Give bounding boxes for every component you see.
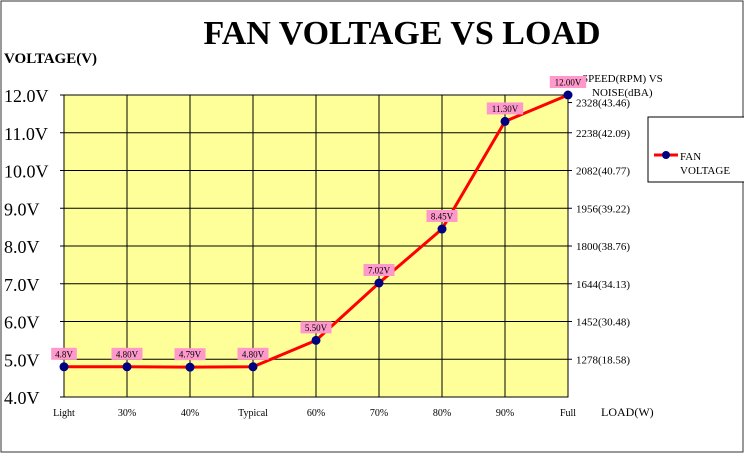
data-label: 5.50V: [305, 323, 328, 333]
data-label-bg: [486, 102, 524, 115]
y2-tick-label: 2328(43.46): [576, 98, 630, 110]
legend-label-line1: FAN: [680, 151, 701, 163]
data-label-bg: [111, 347, 143, 360]
legend-box: [647, 116, 744, 183]
data-label-bg: [237, 347, 269, 360]
y2-tick-label: 1644(34.13): [576, 279, 630, 291]
data-label-bg: [363, 263, 395, 276]
data-label-bg: [300, 321, 332, 334]
data-point: [563, 90, 573, 100]
y-tick-label: 4.0V: [4, 388, 40, 408]
data-point: [59, 362, 69, 372]
y-axis-ticks: 4.0V 5.0V 6.0V 7.0V 8.0V 9.0V 10.0V 11.0V 12.0V: [4, 86, 64, 408]
y2-tick-label: 1452(30.48): [576, 317, 630, 329]
y-tick-label: 6.0V: [4, 313, 40, 333]
x-axis-title: LOAD(W): [601, 405, 654, 419]
x-tick-label: 70%: [370, 408, 388, 419]
legend: FAN VOLTAGE: [647, 116, 744, 183]
data-label-bg: [549, 76, 587, 88]
data-point: [437, 224, 447, 234]
x-tick-label: 30%: [118, 408, 136, 419]
y-tick-label: 12.0V: [4, 86, 49, 106]
x-tick-label: Typical: [238, 408, 268, 419]
data-point: [311, 335, 321, 345]
y2-tick-label: 1800(38.76): [576, 241, 630, 253]
series-fan-voltage: 4.8V 4.80V 4.79V 4.80V 5.50V 7.02V 8.45V 11.30V…: [51, 76, 587, 372]
y-tick-label: 10.0V: [4, 162, 49, 182]
x-tick-label: 60%: [307, 408, 325, 419]
y2-tick-label: 1956(39.22): [576, 203, 630, 215]
data-label-bg: [51, 347, 77, 360]
data-point: [185, 362, 195, 372]
data-label: 4.80V: [242, 349, 265, 359]
y-tick-label: 8.0V: [4, 237, 40, 257]
legend-label-line2: VOLTAGE: [680, 165, 730, 177]
data-label: 4.8V: [55, 349, 73, 359]
y-tick-label: 7.0V: [4, 275, 40, 295]
data-label: 8.45V: [431, 212, 454, 222]
y2-axis-title-line1: SPEED(RPM) VS: [582, 73, 663, 85]
data-label: 7.02V: [368, 265, 391, 275]
data-label-bg: [174, 348, 206, 361]
data-label: 11.30V: [492, 104, 519, 114]
y2-tick-label: 1278(18.58): [576, 354, 630, 366]
y2-tick-label: 2082(40.77): [576, 166, 630, 178]
data-point: [248, 362, 258, 372]
x-tick-label: Full: [560, 408, 576, 419]
grid-lines: [64, 95, 568, 397]
y2-axis-title-line2: NOISE(dBA): [592, 87, 653, 99]
x-tick-label: Light: [53, 408, 75, 419]
y-axis-title: VOLTAGE(V): [4, 51, 97, 67]
data-label: 4.79V: [179, 350, 202, 360]
x-tick-label: 90%: [496, 408, 514, 419]
data-label: 4.80V: [116, 349, 139, 359]
data-label: 12.00V: [555, 78, 582, 88]
data-label-bg: [426, 210, 458, 223]
data-point: [500, 116, 510, 126]
data-point: [374, 278, 384, 288]
chart-title: FAN VOLTAGE VS LOAD: [203, 15, 600, 52]
y2-axis-ticks: 1278(18.58) 1452(30.48) 1644(34.13) 1800(38…: [568, 98, 630, 366]
x-tick-label: 80%: [433, 408, 451, 419]
y-tick-label: 9.0V: [4, 199, 40, 219]
y2-tick-label: 2238(42.09): [576, 128, 630, 140]
legend-marker: [662, 151, 670, 159]
y-tick-label: 11.0V: [4, 124, 48, 144]
x-axis-ticks: Light 30% 40% Typical 60% 70% 80% 90% Full: [53, 408, 576, 419]
data-point: [122, 362, 132, 372]
y-tick-label: 5.0V: [4, 350, 40, 370]
x-tick-label: 40%: [181, 408, 199, 419]
